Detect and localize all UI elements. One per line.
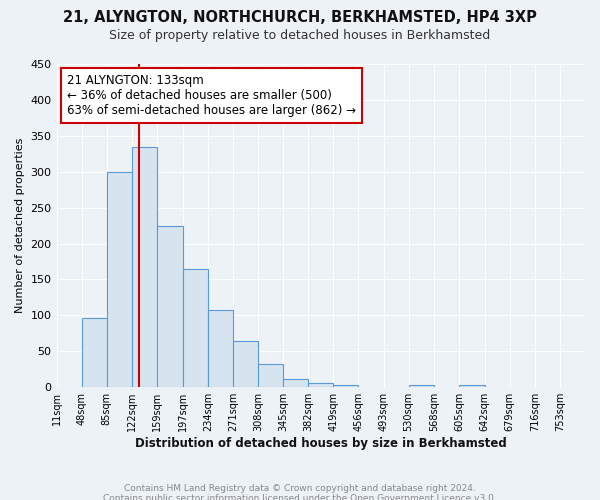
Bar xyxy=(132,146,157,387)
Y-axis label: Number of detached properties: Number of detached properties xyxy=(15,138,25,314)
Bar xyxy=(409,385,434,387)
X-axis label: Distribution of detached houses by size in Berkhamsted: Distribution of detached houses by size … xyxy=(135,437,506,450)
Bar xyxy=(258,364,283,387)
Bar xyxy=(157,226,183,387)
Bar xyxy=(107,172,132,387)
Bar xyxy=(308,383,334,387)
Bar xyxy=(82,318,107,387)
Bar xyxy=(208,310,233,387)
Text: Size of property relative to detached houses in Berkhamsted: Size of property relative to detached ho… xyxy=(109,29,491,42)
Bar xyxy=(334,385,358,387)
Bar xyxy=(233,340,258,387)
Text: 21, ALYNGTON, NORTHCHURCH, BERKHAMSTED, HP4 3XP: 21, ALYNGTON, NORTHCHURCH, BERKHAMSTED, … xyxy=(63,10,537,25)
Text: Contains HM Land Registry data © Crown copyright and database right 2024.: Contains HM Land Registry data © Crown c… xyxy=(124,484,476,493)
Text: Contains public sector information licensed under the Open Government Licence v3: Contains public sector information licen… xyxy=(103,494,497,500)
Bar xyxy=(283,380,308,387)
Text: 21 ALYNGTON: 133sqm
← 36% of detached houses are smaller (500)
63% of semi-detac: 21 ALYNGTON: 133sqm ← 36% of detached ho… xyxy=(67,74,356,116)
Bar xyxy=(460,385,485,387)
Bar xyxy=(183,268,208,387)
